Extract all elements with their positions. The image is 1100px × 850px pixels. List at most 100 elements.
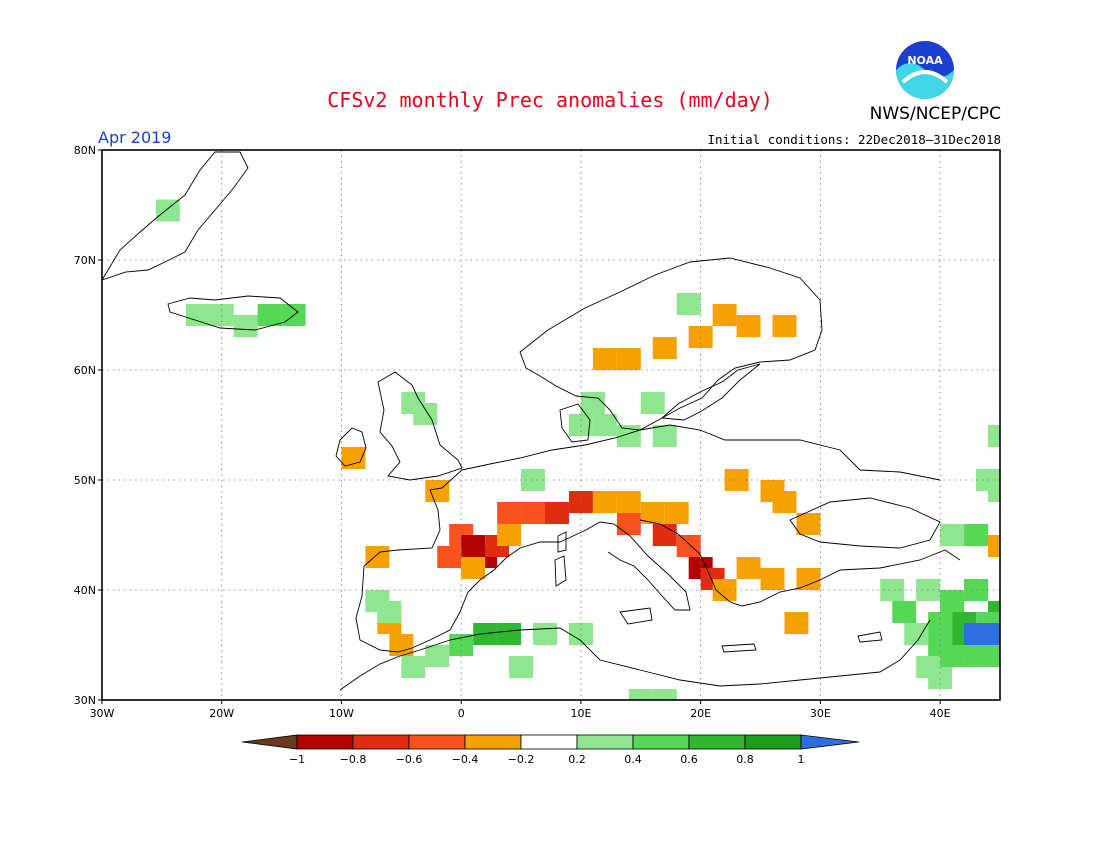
anomaly-cell [940, 590, 965, 612]
anomaly-cell [796, 513, 821, 535]
colorbar-segment [632, 734, 690, 750]
colorbar-label: 0.6 [680, 753, 698, 766]
gridlines [102, 150, 1000, 700]
colorbar-label: −0.6 [396, 753, 423, 766]
anomaly-cell [988, 425, 1000, 447]
anomaly-cell [796, 568, 821, 590]
colorbar-segment [744, 734, 802, 750]
anomaly-cell [664, 502, 689, 524]
anomaly-cell [940, 524, 965, 546]
anomaly-cell [425, 645, 450, 667]
colorbar-label: 1 [798, 753, 805, 766]
anomaly-cell [413, 403, 438, 425]
anomaly-cell [533, 623, 557, 645]
anomaly-cell [724, 469, 749, 491]
noaa-logo: NOAA [896, 41, 954, 99]
anomaly-cell [461, 557, 486, 579]
anomaly-cell [580, 392, 605, 414]
colorbar-arrow-left [241, 734, 298, 750]
anomaly-cell [437, 546, 462, 568]
anomaly-cell [616, 425, 641, 447]
colorbar-label: −1 [289, 753, 305, 766]
colorbar-arrow-right [800, 734, 860, 750]
anomaly-cell [904, 623, 929, 645]
anomaly-cell [760, 568, 785, 590]
anomaly-cell [616, 491, 641, 513]
anomaly-cell [257, 304, 282, 326]
anomaly-cell [497, 623, 522, 645]
lon-tick-label: 20E [690, 707, 711, 720]
anomaly-cell [521, 469, 546, 491]
colorbar-legend [241, 734, 860, 750]
anomaly-cell [628, 689, 653, 700]
anomaly-cell [676, 535, 701, 557]
lon-tick-label: 30W [90, 707, 115, 720]
anomaly-cell [784, 612, 809, 634]
lat-tick-label: 70N [74, 254, 96, 267]
anomaly-cell [736, 557, 761, 579]
lat-tick-label: 30N [74, 694, 96, 707]
anomaly-cell [592, 414, 617, 436]
longitude-labels: 30W 20W 10W 0 10E 20E 30E 40E [90, 700, 951, 720]
anomaly-cell [497, 502, 522, 524]
anomaly-cell [616, 513, 641, 535]
colorbar-segment [688, 734, 746, 750]
anomaly-cell [676, 293, 701, 315]
lat-tick-label: 40N [74, 584, 96, 597]
lon-tick-label: 40E [930, 707, 951, 720]
anomaly-cell [964, 579, 989, 601]
anomaly-cell [652, 689, 677, 700]
colorbar-label: −0.4 [452, 753, 479, 766]
anomaly-cell [473, 623, 498, 645]
coastlines [101, 151, 1001, 691]
anomaly-cell [640, 392, 665, 414]
anomaly-cell [509, 656, 534, 678]
lon-tick-label: 10E [570, 707, 591, 720]
colorbar-labels: −1 −0.8 −0.6 −0.4 −0.2 0.2 0.4 0.6 0.8 1 [289, 753, 805, 766]
anomaly-cell [155, 199, 180, 222]
anomaly-cell [988, 535, 1000, 557]
anomaly-cell [652, 337, 677, 359]
lon-tick-label: 20W [209, 707, 234, 720]
colorbar-label: 0.4 [624, 753, 642, 766]
anomaly-cell [521, 502, 546, 524]
lon-tick-label: 0 [458, 707, 465, 720]
noaa-logo-text: NOAA [907, 54, 943, 67]
lon-tick-label: 10W [329, 707, 354, 720]
anomaly-cell [772, 491, 797, 513]
anomaly-cell [988, 480, 1000, 502]
anomaly-cell [365, 546, 390, 568]
lon-tick-label: 30E [810, 707, 831, 720]
colorbar-label: 0.2 [568, 753, 586, 766]
colorbar-segment [520, 734, 578, 750]
anomaly-cells [155, 199, 1000, 700]
anomaly-cell [592, 491, 617, 513]
anomaly-cell [964, 623, 989, 645]
map-frame [101, 149, 1001, 701]
anomaly-cell [940, 645, 965, 667]
latitude-labels: 80N 70N 60N 50N 40N 30N [74, 144, 102, 707]
anomaly-cell [640, 502, 665, 524]
lat-tick-label: 60N [74, 364, 96, 377]
anomaly-cell [425, 480, 450, 502]
anomaly-cell [233, 315, 258, 337]
anomaly-cell [880, 579, 905, 601]
colorbar-label: −0.8 [340, 753, 367, 766]
anomaly-cell [545, 502, 569, 524]
anomaly-cell [988, 623, 1000, 645]
lat-tick-label: 80N [74, 144, 96, 157]
anomaly-cell [389, 634, 414, 656]
colorbar-segment [296, 734, 354, 750]
anomaly-cell [401, 656, 426, 678]
anomaly-cell [185, 304, 210, 326]
anomaly-cell [964, 524, 989, 546]
anomaly-cell [712, 304, 737, 326]
anomaly-cell [892, 601, 917, 623]
anomaly-cell [616, 348, 641, 370]
anomaly-cell [964, 645, 989, 667]
forecast-month: Apr 2019 [98, 128, 172, 147]
colorbar-segment [576, 734, 634, 750]
lat-tick-label: 50N [74, 474, 96, 487]
anomaly-cell [652, 524, 677, 546]
colorbar-segment [352, 734, 410, 750]
